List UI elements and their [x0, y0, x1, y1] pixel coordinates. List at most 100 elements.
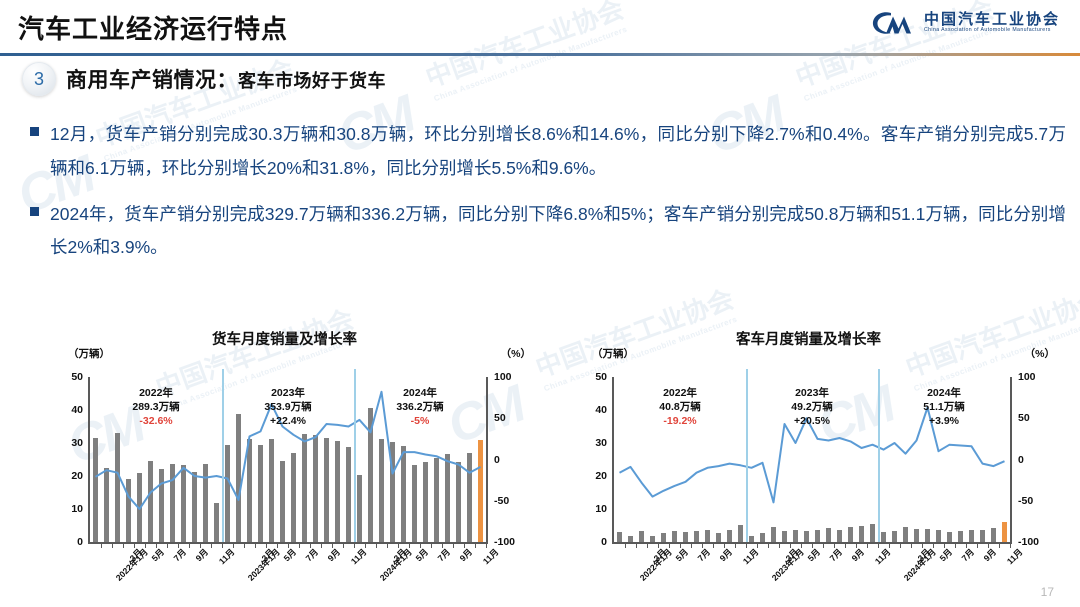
chart-x-tick-mark: [222, 543, 223, 548]
chart-x-tick-mark: [746, 543, 747, 548]
chart-y-tick-left: 40: [71, 404, 83, 416]
header-divider: [0, 53, 1080, 56]
chart-bar: [456, 461, 461, 542]
chart-year-divider: [878, 369, 880, 542]
chart-x-tick-label: 11月: [872, 546, 892, 567]
chart-bar: [280, 461, 285, 542]
chart-bar: [434, 458, 439, 542]
chart-bar: [313, 435, 318, 542]
chart-bar: [925, 529, 930, 542]
chart-plot-area: 0 10 20 30 40 50 -100 -50 0 50 100 2022年 289.3万辆 -3…: [71, 369, 515, 548]
chart-growth-line: [90, 377, 486, 542]
chart-bar: [837, 529, 842, 542]
section-heading: 3 商用车产销情况：客车市场好于货车: [22, 62, 386, 96]
chart-x-tick-mark: [988, 543, 989, 548]
chart-x-tick-mark: [376, 543, 377, 548]
chart-bar: [683, 532, 688, 542]
chart-bar: [848, 527, 853, 542]
chart-x-tick-mark: [398, 543, 399, 548]
chart-bar: [716, 532, 721, 542]
chart-bar: [445, 454, 450, 542]
chart-x-tick-mark: [442, 543, 443, 548]
bullet-text: 2024年，货车产销分别完成329.7万辆和336.2万辆，同比分别下降6.8%…: [50, 203, 1066, 258]
chart-x-tick-mark: [387, 543, 388, 548]
chart-x-tick-label: 5月: [149, 546, 166, 564]
chart-bar: [324, 438, 329, 542]
chart-x-tick-mark: [823, 543, 824, 548]
summary-year: 2022年: [139, 387, 173, 399]
chart-x-tick-mark: [636, 543, 637, 548]
chart-x-tick-label: 5月: [281, 546, 298, 564]
chart-y-tick-left: 50: [71, 371, 83, 383]
chart-bar: [771, 527, 776, 542]
chart-bar: [760, 533, 765, 542]
summary-growth: +3.9%: [928, 414, 960, 427]
chart-y-tick-right: 50: [494, 412, 506, 425]
chart-x-tick-label: 9月: [849, 546, 866, 564]
chart-x-tick-mark: [790, 543, 791, 548]
chart-bar: [727, 530, 732, 542]
chart-x-tick-label: 5月: [673, 546, 690, 564]
chart-left-axis: [612, 377, 614, 542]
chart-x-tick-label: 9月: [193, 546, 210, 564]
chart-y-tick-left: 0: [77, 536, 83, 548]
chart-bar: [181, 465, 186, 542]
section-title-sub: 客车市场好于货车: [238, 71, 386, 91]
chart-plot-area: 0 10 20 30 40 50 -100 -50 0 50 100 2022年 40.8万辆 -19…: [595, 369, 1039, 548]
logo-text-en: China Association of Automobile Manufact…: [923, 27, 1051, 34]
chart-x-tick-mark: [691, 543, 692, 548]
chart-x-tick-mark: [834, 543, 835, 548]
chart-x-tick-mark: [321, 543, 322, 548]
chart-y-tick-left: 50: [595, 371, 607, 383]
chart-bar: [412, 465, 417, 542]
chart-year-divider: [746, 369, 748, 542]
chart-x-tick-mark: [900, 543, 901, 548]
chart-y-axis-unit-right: （%）: [1024, 348, 1055, 360]
chart-right-axis: [486, 377, 488, 542]
summary-total: 49.2万辆: [791, 400, 833, 413]
chart-bus-monthly-sales: 客车月度销量及增长率 （万辆） （%） 0 10 20 30 40 50 -100 -50 0…: [556, 328, 1061, 600]
chart-x-tick-mark: [233, 543, 234, 548]
chart-x-tick-mark: [145, 543, 146, 548]
summary-year: 2022年: [663, 387, 697, 399]
chart-bar: [1002, 521, 1007, 542]
chart-bar: [947, 531, 952, 542]
chart-x-tick-mark: [123, 543, 124, 548]
chart-bar: [379, 438, 384, 542]
page-header: 汽车工业经济运行特点 中国汽车工业协会 China Association of…: [0, 0, 1080, 54]
chart-x-tick-mark: [420, 543, 421, 548]
chart-x-tick-label: 11月: [348, 546, 368, 567]
chart-bar: [793, 530, 798, 542]
chart-bar: [357, 474, 362, 542]
chart-bar: [661, 533, 666, 542]
chart-title: 客车月度销量及增长率: [736, 332, 881, 348]
chart-bar: [617, 532, 622, 542]
chart-x-tick-mark: [464, 543, 465, 548]
chart-bar: [705, 530, 710, 542]
chart-bar: [826, 528, 831, 542]
chart-y-tick-left: 20: [595, 470, 607, 482]
chart-x-tick-mark: [101, 543, 102, 548]
chart-x-tick-mark: [244, 543, 245, 548]
summary-year: 2024年: [927, 387, 961, 399]
chart-bar: [214, 502, 219, 542]
logo-text-cn: 中国汽车工业协会: [923, 11, 1060, 29]
chart-y-tick-left: 0: [601, 536, 607, 548]
chart-x-tick-mark: [299, 543, 300, 548]
chart-x-tick-mark: [112, 543, 113, 548]
section-number-badge: 3: [22, 62, 56, 96]
list-item: 2024年，货车产销分别完成329.7万辆和336.2万辆，同比分别下降6.8%…: [30, 198, 1066, 266]
chart-x-tick-mark: [647, 543, 648, 548]
chart-bar: [815, 530, 820, 542]
chart-y-axis-unit-left: （万辆）: [68, 348, 110, 360]
chart-x-tick-mark: [431, 543, 432, 548]
chart-bar: [694, 531, 699, 542]
chart-x-tick-mark: [922, 543, 923, 548]
chart-x-tick-mark: [911, 543, 912, 548]
chart-x-tick-label: 9月: [717, 546, 734, 564]
chart-x-tick-mark: [475, 543, 476, 548]
chart-bar: [291, 453, 296, 542]
chart-bar: [903, 526, 908, 542]
chart-x-tick-mark: [343, 543, 344, 548]
chart-x-tick-mark: [669, 543, 670, 548]
